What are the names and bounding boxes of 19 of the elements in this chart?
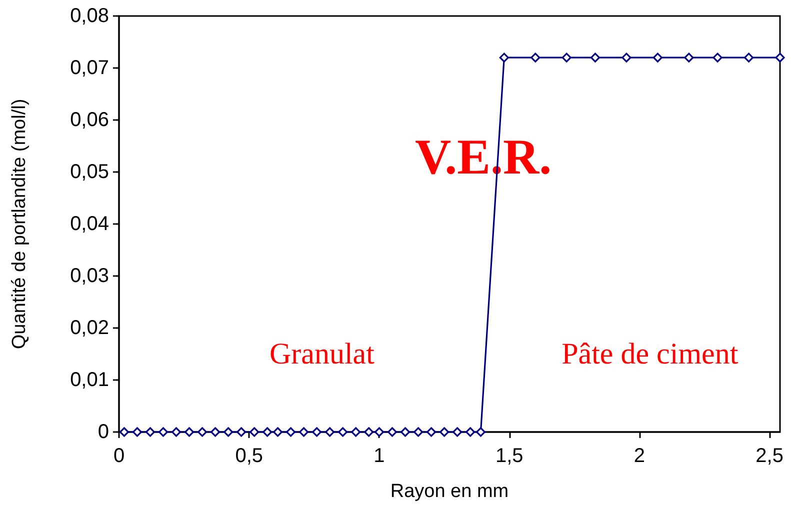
x-tick-label: 0 <box>113 445 125 467</box>
x-tick-label: 0,5 <box>235 445 264 467</box>
y-tick-label: 0,06 <box>70 109 109 131</box>
y-tick-label: 0 <box>98 421 109 443</box>
x-tick-label: 1 <box>374 445 385 467</box>
x-tick-label: 1,5 <box>495 445 524 467</box>
x-tick-label: 2 <box>634 445 646 467</box>
y-tick-label: 0,03 <box>70 265 109 287</box>
y-tick-label: 0,02 <box>70 317 109 339</box>
annotation: Granulat <box>270 338 376 370</box>
y-tick-label: 0,07 <box>70 57 109 79</box>
y-tick-label: 0,04 <box>70 213 109 235</box>
annotation: Pâte de ciment <box>562 338 739 370</box>
y-tick-label: 0,05 <box>70 161 109 183</box>
x-axis-title: Rayon en mm <box>390 481 509 502</box>
y-axis-title: Quantité de portlandite (mol/l) <box>9 98 30 350</box>
y-tick-label: 0,01 <box>70 369 109 391</box>
x-tick-label: 2,5 <box>756 445 784 467</box>
y-tick-label: 0,08 <box>70 5 109 27</box>
